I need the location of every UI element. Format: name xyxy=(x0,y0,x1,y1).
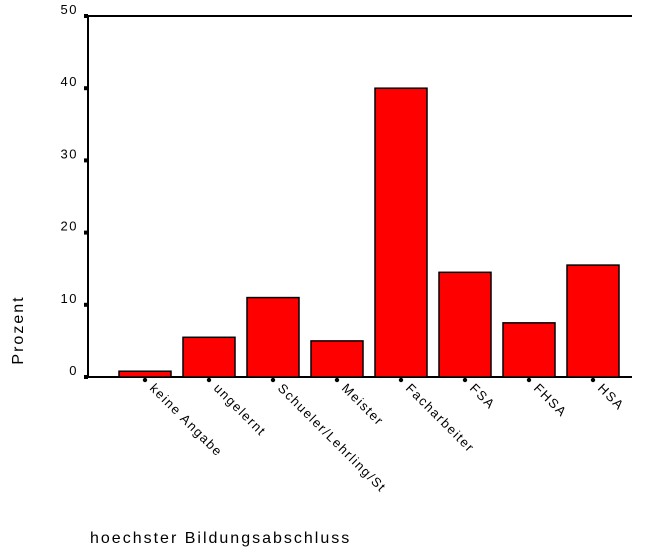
x-tick xyxy=(462,377,468,383)
x-tick-label: FHSA xyxy=(531,381,570,420)
x-axis-title: hoechster Bildungsabschluss xyxy=(90,530,351,547)
bar xyxy=(502,322,556,378)
x-tick xyxy=(142,377,148,383)
y-axis-title: Prozent xyxy=(10,295,27,364)
y-tick-label: 20 xyxy=(61,219,78,234)
x-tick-label: HSA xyxy=(595,381,628,414)
x-tick-label: Facharbeiter xyxy=(403,381,478,456)
y-tick-label: 30 xyxy=(61,146,78,161)
x-tick-label: Meister xyxy=(339,381,387,429)
bar xyxy=(182,336,236,378)
x-tick-label: Schueler/Lehrling/St xyxy=(275,381,390,496)
y-tick-label: 50 xyxy=(61,2,78,17)
bar xyxy=(566,264,620,378)
y-tick-label: 40 xyxy=(61,74,78,89)
x-tick xyxy=(398,377,404,383)
x-tick xyxy=(334,377,340,383)
x-tick xyxy=(590,377,596,383)
x-tick-label: ungelernt xyxy=(211,381,269,439)
y-tick-label: 10 xyxy=(61,291,78,306)
bar xyxy=(438,271,492,378)
x-tick-label: FSA xyxy=(467,381,499,413)
bar xyxy=(118,370,172,378)
x-tick xyxy=(526,377,532,383)
x-tick xyxy=(270,377,276,383)
bar xyxy=(246,296,300,378)
x-tick xyxy=(206,377,212,383)
bar xyxy=(374,87,428,378)
bar xyxy=(310,340,364,378)
y-tick-label: 0 xyxy=(69,363,78,378)
